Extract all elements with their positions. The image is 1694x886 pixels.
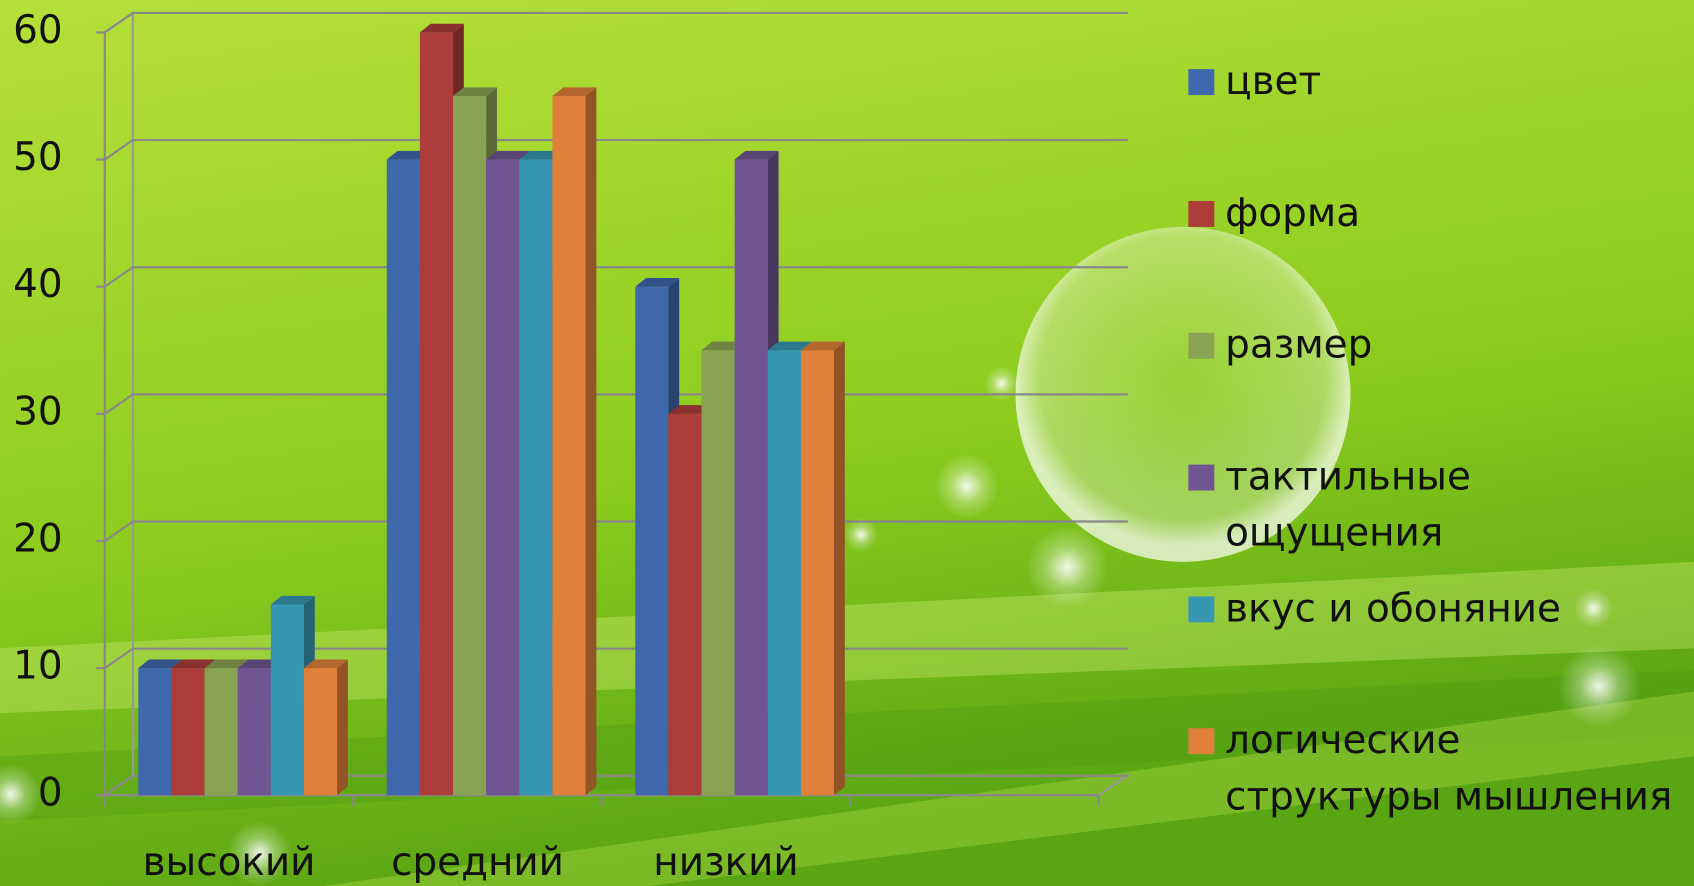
y-tick-label: 10 bbox=[13, 644, 62, 689]
bar bbox=[303, 659, 348, 796]
legend-swatch bbox=[1188, 464, 1215, 491]
bar-side bbox=[337, 659, 348, 796]
bar-front bbox=[171, 668, 205, 796]
legend-label: цвет bbox=[1225, 59, 1322, 104]
bar-top bbox=[519, 150, 564, 160]
bubble bbox=[0, 763, 42, 825]
bar-front bbox=[237, 668, 271, 796]
bar-side bbox=[834, 341, 845, 796]
bar-front bbox=[138, 668, 172, 796]
legend-label: размер bbox=[1225, 323, 1373, 368]
legend-label: логические структуры мышления bbox=[1225, 718, 1673, 820]
bar-top bbox=[800, 341, 845, 351]
legend-label: вкус и обоняние bbox=[1225, 586, 1561, 632]
legend-item: тактильные ощущения bbox=[1178, 449, 1694, 561]
legend-swatch bbox=[1188, 596, 1215, 623]
bar-top bbox=[204, 659, 249, 669]
grid-line bbox=[104, 266, 1128, 288]
y-tick-label: 60 bbox=[13, 8, 62, 53]
legend-item: цвет bbox=[1178, 54, 1694, 110]
bar-top bbox=[237, 659, 282, 669]
legend-item: размер bbox=[1178, 318, 1694, 374]
grid-line bbox=[104, 139, 1128, 161]
bar-front bbox=[386, 159, 420, 796]
bubble bbox=[1574, 588, 1613, 628]
bar-top bbox=[668, 405, 713, 414]
legend-swatch bbox=[1188, 200, 1215, 227]
legend-label: форма bbox=[1225, 191, 1361, 236]
bar-top bbox=[734, 150, 779, 160]
bar-top bbox=[270, 595, 315, 605]
bar-top bbox=[767, 341, 812, 351]
bar-front bbox=[486, 159, 520, 796]
bubble bbox=[843, 517, 879, 553]
bubble bbox=[934, 453, 1000, 519]
bubble bbox=[1026, 526, 1109, 609]
bubble bbox=[1557, 645, 1640, 728]
bar-front bbox=[734, 159, 768, 796]
bar-front bbox=[453, 95, 487, 796]
plot: 0 10 20 30 40 50 60 высокий средний низкий bbox=[13, 8, 1131, 885]
bar-top bbox=[486, 150, 531, 160]
bar-top bbox=[635, 278, 680, 287]
bar-top bbox=[701, 341, 746, 351]
bar-top bbox=[386, 150, 431, 160]
bar-top bbox=[552, 87, 597, 96]
bar-front bbox=[701, 350, 735, 796]
bar-top bbox=[303, 659, 348, 669]
legend: цвет форма размер тактильные ощущения вкус и… bbox=[1178, 54, 1694, 825]
y-tick-label: 50 bbox=[13, 135, 62, 180]
x-tick-label: средний bbox=[391, 840, 564, 885]
bar-front bbox=[519, 159, 553, 796]
legend-item: форма bbox=[1178, 186, 1694, 242]
x-tick-label: высокий bbox=[143, 840, 316, 885]
legend-swatch bbox=[1188, 69, 1215, 96]
y-tick-label: 30 bbox=[13, 389, 62, 434]
bar-front bbox=[303, 668, 338, 796]
bar-top bbox=[453, 87, 497, 96]
bar-side bbox=[585, 87, 597, 796]
bar bbox=[552, 87, 597, 796]
legend-item: вкус и обоняние bbox=[1178, 581, 1694, 637]
y-tick-label: 0 bbox=[38, 771, 63, 816]
bar-front bbox=[204, 668, 238, 796]
bar-front bbox=[800, 350, 835, 796]
bar-front bbox=[668, 413, 702, 796]
bar-front bbox=[270, 604, 304, 796]
bubble bbox=[984, 366, 1019, 401]
bubble bbox=[226, 821, 292, 886]
bar-front bbox=[552, 95, 586, 796]
bar-top bbox=[171, 659, 216, 669]
bar-front bbox=[419, 32, 454, 796]
bar bbox=[800, 341, 845, 796]
legend-swatch bbox=[1188, 728, 1215, 755]
bar-top bbox=[419, 23, 464, 33]
bar-front bbox=[767, 350, 801, 796]
x-tick-label: низкий bbox=[653, 840, 798, 885]
grid-line bbox=[104, 11, 1128, 34]
legend-swatch bbox=[1188, 332, 1215, 359]
y-tick-label: 20 bbox=[13, 516, 62, 561]
y-tick-label: 40 bbox=[13, 262, 62, 307]
bubble bbox=[1015, 226, 1351, 562]
legend-item: логические структуры мышления bbox=[1178, 713, 1694, 825]
bar-front bbox=[635, 286, 669, 796]
legend-label: тактильные ощущения bbox=[1225, 454, 1471, 556]
bar-top bbox=[138, 659, 183, 669]
